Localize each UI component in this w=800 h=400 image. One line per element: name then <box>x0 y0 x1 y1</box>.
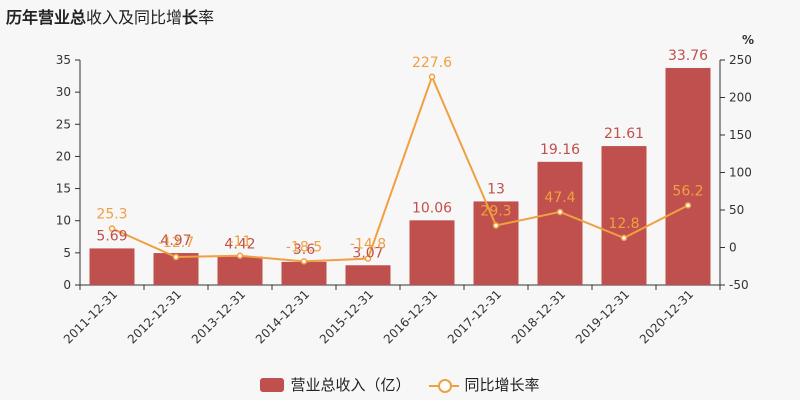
chart-title-part1: 历年 <box>6 8 39 27</box>
y-right-tick-label: 50 <box>729 203 744 217</box>
chart-title: 历年营业总收入及同比增长率 <box>6 4 214 28</box>
x-tick-label: 2017-12-31 <box>445 287 504 346</box>
y-left-tick-label: 25 <box>56 117 71 131</box>
growth-value-label: -11 <box>229 234 252 250</box>
growth-value-label: -18.5 <box>286 239 322 255</box>
x-tick-label: 2020-12-31 <box>637 287 696 346</box>
bar-value-label: 19.16 <box>540 142 580 158</box>
bar-value-label: 4.42 <box>224 237 255 253</box>
data-labels: 5.69 4.97 4.42 3.6 3.07 10.06 13 19.16 21.61 33.7… <box>96 48 708 261</box>
x-tick-label: 2012-12-31 <box>125 287 184 346</box>
y-left-tick-label: 20 <box>56 149 71 163</box>
bar-value-label: 10.06 <box>412 200 452 216</box>
y-left-tick-label: 30 <box>56 85 71 99</box>
bar-value-label: 33.76 <box>668 48 708 64</box>
growth-point <box>428 73 436 81</box>
growth-value-label: 12.8 <box>608 216 639 232</box>
growth-value-label: -14.8 <box>350 237 386 253</box>
legend: 营业总收入（亿） 同比增长率 <box>0 374 800 395</box>
x-tick-label: 2011-12-31 <box>61 287 120 346</box>
legend-bar-swatch <box>260 377 285 392</box>
y-right-tick-label: 100 <box>729 166 752 180</box>
chart-title-part2: 营业总 <box>38 8 87 27</box>
growth-point <box>108 225 116 232</box>
growth-line <box>111 74 689 263</box>
growth-point <box>556 208 564 216</box>
chart-title-part4: 长 <box>182 8 199 27</box>
x-tick-label: 2016-12-31 <box>381 287 440 346</box>
y-left-tick-label: 15 <box>56 182 71 196</box>
bar-value-label: 13 <box>487 181 505 197</box>
legend-bar-label: 营业总收入（亿） <box>290 376 411 394</box>
growth-point <box>492 222 500 229</box>
bar-value-label: 4.97 <box>160 233 191 249</box>
bar-value-label: 21.61 <box>604 126 644 142</box>
bar <box>665 67 711 285</box>
growth-point <box>172 253 180 261</box>
y-right-tick-label: -50 <box>729 278 749 292</box>
y-right-tick-label: 250 <box>729 53 752 67</box>
growth-value-label: 29.3 <box>480 204 511 220</box>
chart-title-part5: 率 <box>198 8 215 27</box>
line-series <box>108 73 692 265</box>
bar-value-label: 3.07 <box>352 245 383 261</box>
growth-value-label: 47.4 <box>544 190 575 206</box>
growth-point <box>236 252 244 259</box>
bar <box>473 201 519 285</box>
legend-item-growth[interactable]: 同比增长率 <box>428 374 540 395</box>
legend-line-marker-icon <box>428 378 459 393</box>
bar-value-label: 3.6 <box>293 242 315 258</box>
legend-line-label: 同比增长率 <box>464 376 540 394</box>
bar <box>217 256 263 285</box>
y-left-tick-label: 5 <box>63 246 71 260</box>
growth-value-label: -12.7 <box>158 235 194 251</box>
legend-item-revenue[interactable]: 营业总收入（亿） <box>260 374 411 395</box>
growth-point <box>684 202 692 209</box>
y-right-tick-label: 150 <box>729 128 752 142</box>
x-tick-label: 2018-12-31 <box>509 287 568 346</box>
bar <box>601 146 647 285</box>
growth-point <box>620 234 628 242</box>
bar <box>89 248 135 285</box>
y-right-unit-label: % <box>742 33 754 47</box>
bar <box>409 220 455 285</box>
x-tick-label: 2015-12-31 <box>317 287 376 346</box>
y-left-tick-label: 0 <box>63 278 71 292</box>
y-right-tick-label: 0 <box>729 241 737 255</box>
x-tick-label: 2014-12-31 <box>253 287 312 346</box>
x-tick-label: 2019-12-31 <box>573 287 632 346</box>
y-left-tick-label: 35 <box>56 53 71 67</box>
x-tick-label: 2013-12-31 <box>189 287 248 346</box>
bar-value-label: 5.69 <box>96 228 127 244</box>
growth-point <box>300 258 308 265</box>
y-right-tick-label: 200 <box>729 91 752 105</box>
chart-title-part3: 收入及同比增 <box>86 8 183 27</box>
growth-value-label: 227.6 <box>412 55 452 71</box>
bar <box>537 161 583 285</box>
growth-value-label: 25.3 <box>96 207 127 223</box>
bar <box>281 261 327 285</box>
growth-value-label: 56.2 <box>672 183 703 199</box>
y-left-tick-label: 10 <box>56 214 71 228</box>
bar-series <box>89 67 711 285</box>
axes: 0 5 10 15 20 25 30 35 -50 0 50 100 150 200 250% 2011-12… <box>56 33 754 346</box>
bar <box>345 265 391 285</box>
growth-point <box>364 255 372 262</box>
